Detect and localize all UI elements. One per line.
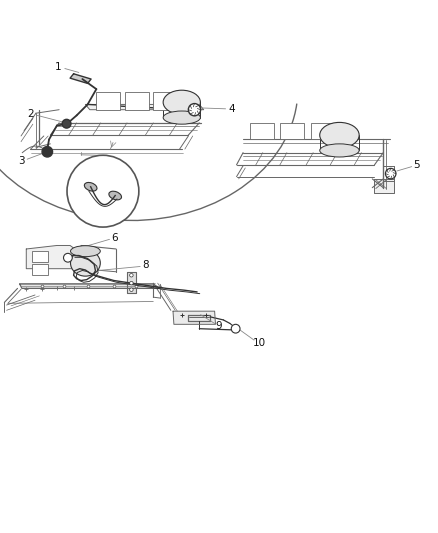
- Ellipse shape: [109, 191, 121, 200]
- Bar: [250, 123, 274, 140]
- Text: 11: 11: [101, 162, 114, 172]
- Bar: [32, 251, 48, 262]
- Ellipse shape: [163, 90, 200, 114]
- Bar: [96, 92, 120, 110]
- Circle shape: [42, 147, 53, 157]
- Polygon shape: [26, 246, 81, 269]
- Ellipse shape: [320, 123, 359, 148]
- Polygon shape: [70, 74, 91, 84]
- Text: 2: 2: [27, 109, 34, 119]
- Polygon shape: [374, 179, 394, 193]
- Text: 6: 6: [111, 232, 118, 243]
- Circle shape: [130, 273, 133, 277]
- Ellipse shape: [320, 144, 359, 157]
- Polygon shape: [85, 104, 204, 110]
- Bar: [125, 92, 149, 110]
- Circle shape: [130, 288, 133, 292]
- Bar: [32, 264, 48, 275]
- Circle shape: [67, 155, 139, 227]
- Circle shape: [64, 253, 72, 262]
- Bar: [153, 92, 173, 110]
- Text: 1: 1: [54, 62, 61, 72]
- Ellipse shape: [71, 246, 100, 257]
- Polygon shape: [173, 311, 215, 324]
- Text: 10: 10: [253, 338, 266, 348]
- Text: 9: 9: [215, 321, 223, 331]
- Text: 8: 8: [142, 260, 149, 270]
- Bar: [280, 123, 304, 140]
- Polygon shape: [127, 272, 136, 293]
- Polygon shape: [20, 284, 160, 288]
- Circle shape: [385, 168, 396, 179]
- Circle shape: [231, 324, 240, 333]
- Ellipse shape: [85, 182, 97, 191]
- Ellipse shape: [71, 250, 100, 276]
- Bar: [311, 123, 333, 140]
- Circle shape: [188, 103, 201, 116]
- Polygon shape: [188, 314, 210, 321]
- Text: 4: 4: [229, 104, 236, 114]
- Circle shape: [130, 281, 133, 285]
- Text: 3: 3: [18, 156, 25, 166]
- Text: 5: 5: [413, 160, 420, 170]
- Circle shape: [62, 119, 71, 128]
- Ellipse shape: [163, 111, 200, 124]
